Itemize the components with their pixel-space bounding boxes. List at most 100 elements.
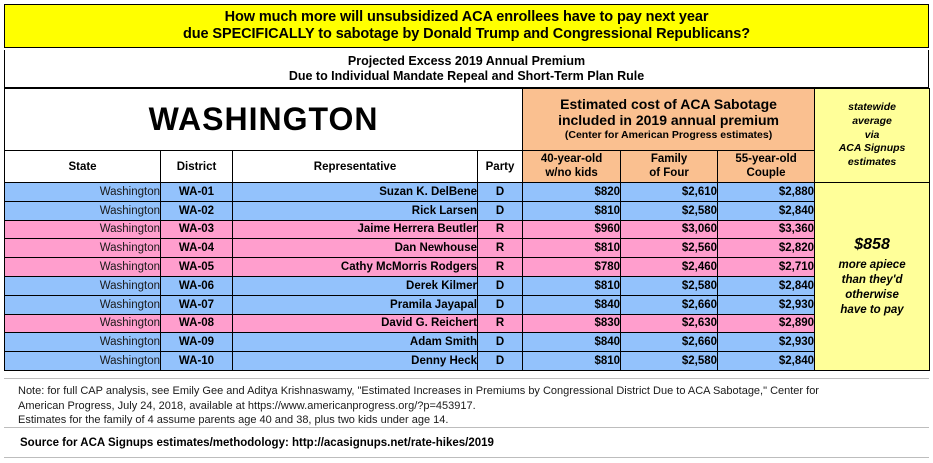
cell-district: WA-10 bbox=[160, 351, 233, 371]
cell-cost-40: $830 bbox=[522, 313, 622, 334]
cell-party: D bbox=[476, 332, 524, 353]
cell-representative: Adam Smith bbox=[232, 332, 478, 353]
statewide-average-line-2: than they'd bbox=[841, 273, 903, 286]
cell-cost-40: $840 bbox=[522, 294, 622, 315]
subtitle-line-2: Due to Individual Mandate Repeal and Sho… bbox=[288, 68, 645, 83]
column-header-cost-40-line-2: w/no kids bbox=[545, 166, 598, 179]
cell-cost-family: $2,660 bbox=[620, 294, 719, 315]
cell-district: WA-07 bbox=[160, 294, 233, 315]
statewide-average-value: $858 more apiece than they'd otherwise h… bbox=[814, 182, 931, 371]
column-header-family-line-1: Family bbox=[650, 152, 688, 165]
table-row: Washington WA-05 Cathy McMorris Rodgers … bbox=[4, 257, 930, 277]
cell-district: WA-09 bbox=[160, 332, 233, 353]
cell-district: WA-04 bbox=[160, 238, 233, 259]
premium-table: WASHINGTON Estimated cost of ACA Sabotag… bbox=[3, 88, 931, 371]
state-title: WASHINGTON bbox=[3, 88, 524, 151]
cell-cost-40: $960 bbox=[522, 219, 622, 240]
cell-party: R bbox=[476, 219, 524, 240]
cell-representative: Dan Newhouse bbox=[232, 238, 478, 259]
headline-line-2: due SPECIFICALLY to sabotage by Donald T… bbox=[183, 26, 750, 42]
statewide-average-line-4: have to pay bbox=[840, 303, 904, 316]
column-header-family: Family of Four bbox=[620, 150, 719, 183]
cell-state: Washington bbox=[4, 257, 161, 277]
premium-table-wrapper: WASHINGTON Estimated cost of ACA Sabotag… bbox=[3, 88, 931, 371]
headline-banner: How much more will unsubsidized ACA enro… bbox=[4, 4, 929, 48]
cell-state: Washington bbox=[4, 313, 161, 334]
footnotes-block: Note: for full CAP analysis, see Emily G… bbox=[4, 378, 929, 428]
cell-party: R bbox=[476, 238, 524, 259]
sabotage-header-line-3: (Center for American Progress estimates) bbox=[564, 128, 773, 141]
statewide-header-line-5: estimates bbox=[847, 156, 897, 169]
column-header-state: State bbox=[4, 150, 161, 183]
column-header-cost-55-line-2: Couple bbox=[746, 166, 786, 179]
column-header-cost-55-line-1: 55-year-old bbox=[735, 152, 797, 165]
cell-cost-40: $810 bbox=[522, 351, 622, 371]
column-header-family-line-2: of Four bbox=[649, 166, 689, 179]
cell-cost-40: $810 bbox=[522, 238, 622, 259]
footnote-line-3: Estimates for the family of 4 assume par… bbox=[18, 414, 449, 427]
cell-cost-55: $3,360 bbox=[717, 219, 816, 240]
footnote-line-2: American Progress, July 24, 2018, availa… bbox=[18, 399, 476, 412]
sabotage-header-line-1: Estimated cost of ACA Sabotage bbox=[560, 96, 777, 113]
table-row: Washington WA-02 Rick Larsen D $810 $2,5… bbox=[4, 200, 930, 221]
column-header-row: State District Representative Party 40-y… bbox=[4, 150, 930, 183]
source-block: Source for ACA Signups estimates/methodo… bbox=[4, 432, 929, 458]
table-row: Washington WA-04 Dan Newhouse R $810 $2,… bbox=[4, 238, 930, 259]
cell-cost-family: $2,580 bbox=[620, 351, 719, 371]
statewide-average-line-1: more apiece bbox=[838, 259, 906, 272]
cell-state: Washington bbox=[4, 219, 161, 240]
cell-cost-55: $2,930 bbox=[717, 332, 816, 353]
cell-cost-55: $2,930 bbox=[717, 294, 816, 315]
cell-state: Washington bbox=[4, 238, 161, 259]
table-row: Washington WA-07 Pramila Jayapal D $840 … bbox=[4, 294, 930, 315]
column-header-cost-55: 55-year-old Couple bbox=[717, 150, 816, 183]
cell-party: D bbox=[476, 200, 524, 221]
cell-representative: Pramila Jayapal bbox=[232, 294, 478, 315]
cell-state: Washington bbox=[4, 275, 161, 296]
cell-representative: Rick Larsen bbox=[232, 200, 478, 221]
cell-representative: Suzan K. DelBene bbox=[232, 182, 478, 202]
table-title-row: WASHINGTON Estimated cost of ACA Sabotag… bbox=[3, 88, 931, 183]
subtitle-line-1: Projected Excess 2019 Annual Premium bbox=[347, 53, 586, 68]
cell-cost-family: $2,610 bbox=[620, 182, 719, 202]
cell-representative: Denny Heck bbox=[232, 351, 478, 371]
cell-party: R bbox=[476, 257, 524, 277]
cell-cost-family: $2,660 bbox=[620, 332, 719, 353]
cell-cost-family: $2,630 bbox=[620, 313, 719, 334]
sabotage-cost-header: Estimated cost of ACA Sabotage included … bbox=[522, 88, 816, 151]
table-row: Washington WA-08 David G. Reichert R $83… bbox=[4, 313, 930, 334]
cell-cost-40: $840 bbox=[522, 332, 622, 353]
table-row: Washington WA-03 Jaime Herrera Beutler R… bbox=[4, 219, 930, 240]
cell-state: Washington bbox=[4, 294, 161, 315]
column-header-cost-40: 40-year-old w/no kids bbox=[522, 150, 622, 183]
statewide-header-line-4: ACA Signups bbox=[838, 142, 906, 155]
subtitle-block: Projected Excess 2019 Annual Premium Due… bbox=[4, 50, 929, 88]
column-header-party: Party bbox=[476, 150, 524, 183]
cell-state: Washington bbox=[4, 351, 161, 371]
cell-district: WA-02 bbox=[160, 200, 233, 221]
cell-cost-55: $2,880 bbox=[717, 182, 816, 202]
cell-cost-family: $3,060 bbox=[620, 219, 719, 240]
cell-representative: David G. Reichert bbox=[232, 313, 478, 334]
sabotage-header-line-2: included in 2019 annual premium bbox=[558, 112, 780, 129]
statewide-average-line-3: otherwise bbox=[845, 288, 899, 301]
column-header-representative: Representative bbox=[232, 150, 478, 183]
column-header-district: District bbox=[160, 150, 233, 183]
cell-party: D bbox=[476, 182, 524, 202]
cell-cost-55: $2,890 bbox=[717, 313, 816, 334]
table-row: Washington WA-09 Adam Smith D $840 $2,66… bbox=[4, 332, 930, 353]
column-header-cost-40-line-1: 40-year-old bbox=[540, 152, 603, 165]
statewide-average-amount: $858 bbox=[854, 236, 890, 254]
footnote-line-1: Note: for full CAP analysis, see Emily G… bbox=[18, 385, 819, 397]
cell-party: D bbox=[476, 351, 524, 371]
cell-cost-family: $2,460 bbox=[620, 257, 719, 277]
cell-district: WA-01 bbox=[160, 182, 233, 202]
cell-representative: Derek Kilmer bbox=[232, 275, 478, 296]
table-row: Washington WA-10 Denny Heck D $810 $2,58… bbox=[4, 351, 930, 371]
cell-district: WA-06 bbox=[160, 275, 233, 296]
cell-cost-40: $810 bbox=[522, 200, 622, 221]
cell-district: WA-05 bbox=[160, 257, 233, 277]
statewide-header-line-3: via bbox=[864, 128, 880, 141]
table-row: Washington WA-06 Derek Kilmer D $810 $2,… bbox=[4, 275, 930, 296]
